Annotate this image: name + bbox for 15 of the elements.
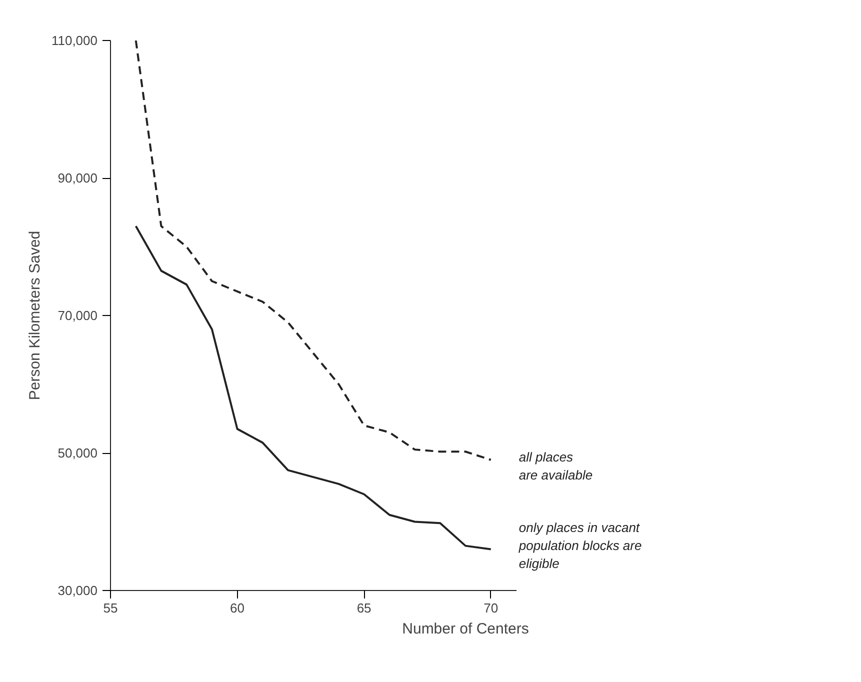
x-tick-label: 55 <box>103 600 118 616</box>
text: only places in vacant population blocks are eligible <box>518 520 642 571</box>
text: all places are available <box>518 449 593 482</box>
y-axis-title: Person Kilometers Saved <box>26 230 44 400</box>
x-tick-label: 60 <box>230 600 245 616</box>
line-series <box>134 225 492 550</box>
y-tick-label: 70,000 <box>58 308 98 323</box>
x-tick-label: 70 <box>484 600 498 616</box>
line-series <box>134 40 492 461</box>
y-tick-label: 30,000 <box>58 583 98 598</box>
y-tick-label: 90,000 <box>58 170 98 186</box>
x-tick-label: 65 <box>356 600 372 616</box>
y-tick-label: 50,000 <box>58 446 98 460</box>
x-axis-title: Number of Centers <box>402 620 529 638</box>
y-tick-label: 110,000 <box>51 33 98 48</box>
